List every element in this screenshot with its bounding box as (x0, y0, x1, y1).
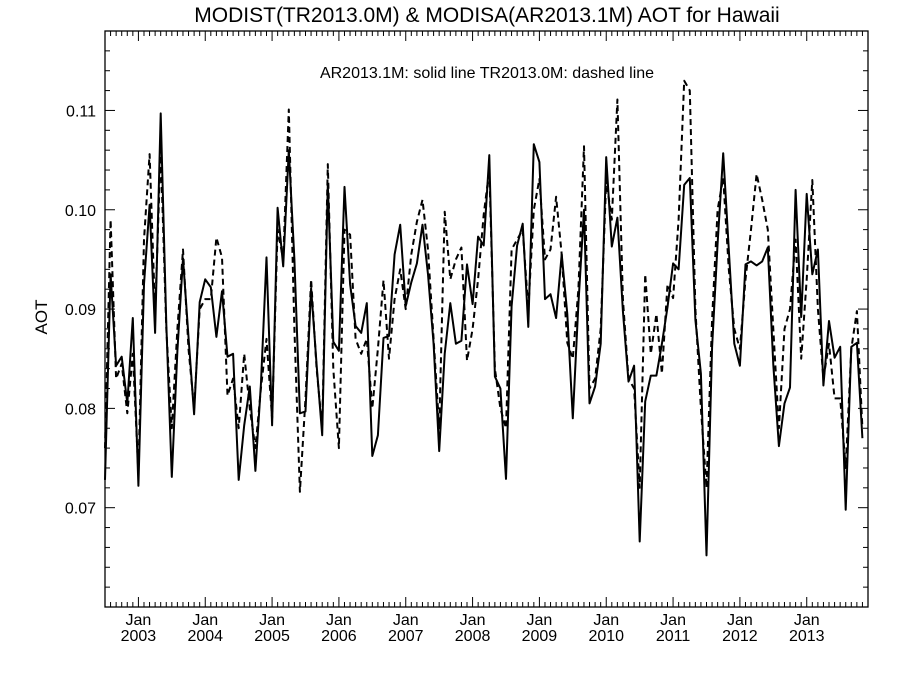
y-tick-label: 0.11 (66, 103, 96, 120)
x-tick-month: Jan (460, 612, 486, 629)
y-tick-label: 0.08 (65, 401, 96, 418)
x-tick-year: 2009 (522, 628, 558, 645)
x-tick-month: Jan (192, 612, 218, 629)
x-tick-month: Jan (259, 612, 285, 629)
x-tick-year: 2008 (455, 628, 491, 645)
x-tick-year: 2012 (722, 628, 758, 645)
x-tick-year: 2005 (254, 628, 290, 645)
x-tick-month: Jan (727, 612, 753, 629)
axis-ticks (104, 31, 869, 607)
series-line-ar2013-1m (104, 112, 864, 557)
x-tick-year: 2010 (588, 628, 624, 645)
x-tick-year: 2003 (121, 628, 157, 645)
x-tick-year: 2013 (789, 628, 825, 645)
x-tick-month: Jan (660, 612, 686, 629)
y-tick-label: 0.09 (65, 302, 96, 319)
chart-title: MODIST(TR2013.0M) & MODISA(AR2013.1M) AO… (194, 4, 779, 27)
x-tick-year: 2007 (388, 628, 424, 645)
y-axis: 0.07 0.08 0.09 0.10 0.11 (65, 103, 96, 517)
x-axis: Jan2003Jan2004Jan2005Jan2006Jan2007Jan20… (121, 612, 825, 645)
y-axis-label: AOT (32, 300, 51, 335)
plot-frame (104, 30, 869, 608)
x-tick-year: 2011 (656, 628, 691, 645)
x-tick-month: Jan (794, 612, 820, 629)
series-line-tr2013-0m (104, 79, 864, 493)
x-tick-year: 2004 (187, 628, 223, 645)
x-tick-month: Jan (126, 612, 152, 629)
x-tick-month: Jan (593, 612, 619, 629)
legend-annotation: AR2013.1M: solid line TR2013.0M: dashed … (320, 65, 654, 82)
y-tick-label: 0.10 (65, 203, 96, 220)
x-tick-year: 2006 (321, 628, 357, 645)
series-layer (104, 79, 864, 557)
x-tick-month: Jan (527, 612, 553, 629)
x-tick-month: Jan (326, 612, 352, 629)
y-tick-label: 0.07 (65, 501, 96, 518)
x-tick-month: Jan (393, 612, 419, 629)
